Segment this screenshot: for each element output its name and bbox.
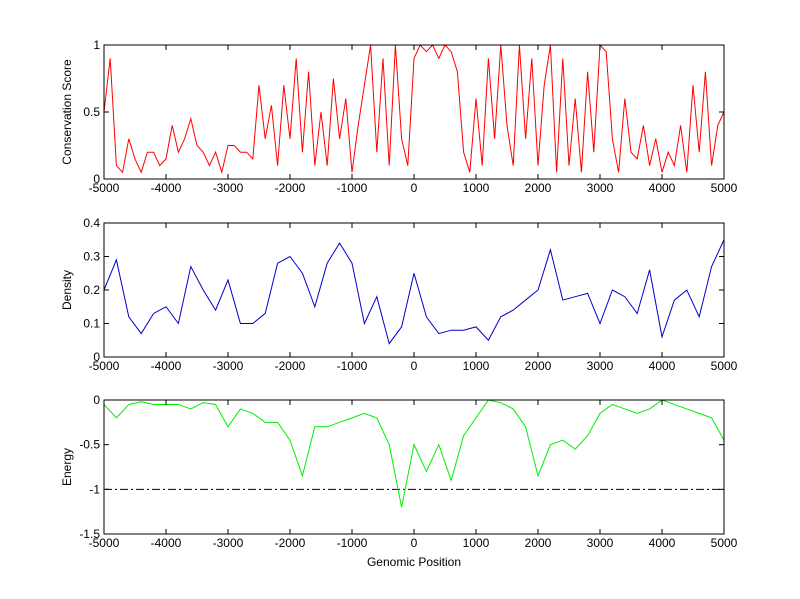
data-line bbox=[103, 399, 725, 508]
x-tick-label: 4000 bbox=[649, 536, 676, 550]
x-tick-label: -2000 bbox=[275, 536, 306, 550]
x-tick-label: 1000 bbox=[463, 359, 490, 373]
x-tick-label: 3000 bbox=[587, 181, 614, 195]
x-tick-label: 0 bbox=[411, 181, 418, 195]
x-axis-label: Genomic Position bbox=[367, 555, 461, 569]
y-tick-label: 1 bbox=[93, 38, 100, 52]
subplot: -5000 -4000 -3000 -2000 -1000 0 1000 2000 3000 40… bbox=[60, 38, 738, 195]
x-tick-label: 5000 bbox=[711, 181, 738, 195]
x-tick-label: -2000 bbox=[275, 359, 306, 373]
x-tick-label: 0 bbox=[411, 536, 418, 550]
x-tick-label: 2000 bbox=[525, 359, 552, 373]
x-tick-label: -3000 bbox=[213, 181, 244, 195]
x-tick-label: -1000 bbox=[337, 359, 368, 373]
x-tick-label: -5000 bbox=[89, 359, 120, 373]
x-tick-label: 0 bbox=[411, 359, 418, 373]
y-tick-label: 0.2 bbox=[83, 283, 100, 297]
x-tick-label: 3000 bbox=[587, 536, 614, 550]
x-tick-label: -4000 bbox=[151, 359, 182, 373]
y-tick-label: 0 bbox=[93, 393, 100, 407]
y-axis-label: Density bbox=[60, 270, 74, 310]
plot-area bbox=[104, 45, 724, 179]
y-tick-label: 0 bbox=[93, 172, 100, 186]
x-tick-label: -4000 bbox=[151, 181, 182, 195]
x-tick-label: -2000 bbox=[275, 181, 306, 195]
x-tick-label: 2000 bbox=[525, 536, 552, 550]
y-tick-label: -0.5 bbox=[79, 438, 100, 452]
x-tick-label: -3000 bbox=[213, 536, 244, 550]
x-tick-label: 3000 bbox=[587, 359, 614, 373]
y-axis-label: Energy bbox=[60, 448, 74, 486]
data-line bbox=[103, 239, 725, 345]
x-tick-label: -3000 bbox=[213, 359, 244, 373]
x-tick-label: 4000 bbox=[649, 359, 676, 373]
y-tick-label: 0.4 bbox=[83, 216, 100, 230]
y-tick-label: -1.5 bbox=[79, 527, 100, 541]
x-tick-label: 5000 bbox=[711, 359, 738, 373]
y-tick-label: 0.3 bbox=[83, 250, 100, 264]
data-line bbox=[103, 43, 725, 175]
x-tick-label: 5000 bbox=[711, 536, 738, 550]
x-tick-label: 1000 bbox=[463, 181, 490, 195]
y-tick-label: 0.1 bbox=[83, 317, 100, 331]
x-tick-label: -1000 bbox=[337, 536, 368, 550]
y-tick-label: 0.5 bbox=[83, 105, 100, 119]
x-tick-label: -4000 bbox=[151, 536, 182, 550]
x-tick-label: 1000 bbox=[463, 536, 490, 550]
plot-area bbox=[104, 223, 724, 357]
subplot: -5000 -4000 -3000 -2000 -1000 0 1000 2000 3000 40… bbox=[60, 393, 738, 569]
y-tick-label: -1 bbox=[89, 482, 100, 496]
x-tick-label: 2000 bbox=[525, 181, 552, 195]
subplot: -5000 -4000 -3000 -2000 -1000 0 1000 2000 3000 40… bbox=[60, 216, 738, 373]
x-tick-label: -5000 bbox=[89, 181, 120, 195]
y-tick-label: 0 bbox=[93, 350, 100, 364]
x-tick-label: 4000 bbox=[649, 181, 676, 195]
y-axis-label: Conservation Score bbox=[60, 59, 74, 165]
x-tick-label: -1000 bbox=[337, 181, 368, 195]
x-tick-label: -5000 bbox=[89, 536, 120, 550]
plot-area bbox=[104, 400, 724, 534]
